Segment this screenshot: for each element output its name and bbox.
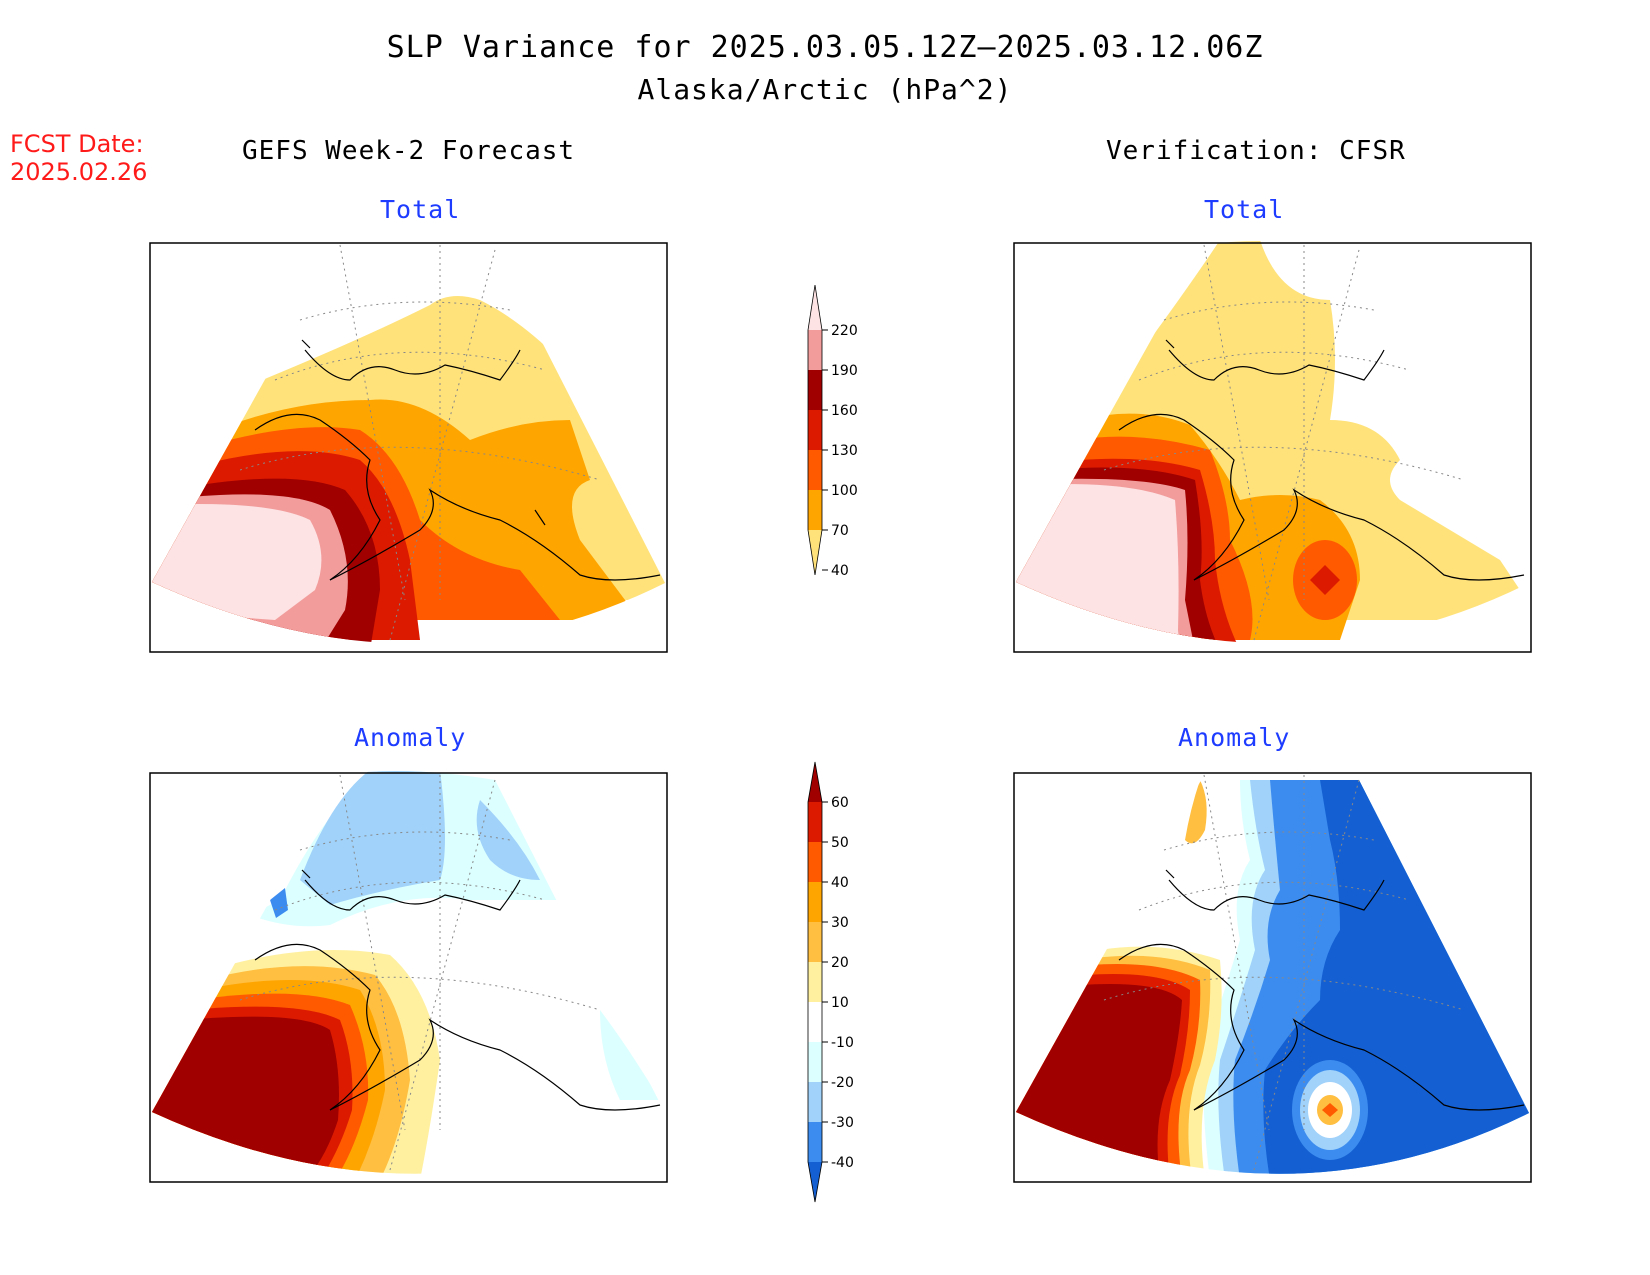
- anomaly-colorbar-tick-label: 20: [831, 955, 849, 971]
- total-colorbar-band: [808, 330, 822, 370]
- total-colorbar-band: [808, 490, 822, 530]
- anomaly-colorbar-band: [808, 1042, 822, 1082]
- anomaly-colorbar-band: [808, 882, 822, 922]
- total-colorbar-tick-label: 40: [831, 563, 849, 579]
- anomaly-colorbar-tick-label: -20: [831, 1075, 854, 1091]
- anomaly-colorbar-tick-label: -30: [831, 1115, 854, 1131]
- anomaly-colorbar-band: [808, 962, 822, 1002]
- anomaly-colorbar-tick-label: 10: [831, 995, 849, 1011]
- total-colorbar: 220 190 160 130 100 70 40: [807, 284, 858, 579]
- gefs-column-header: GEFS Week-2 Forecast: [242, 136, 576, 166]
- anomaly-colorbar-bottom-arrow: [808, 1162, 822, 1202]
- gefs-anomaly-map: [149, 771, 668, 1183]
- anomaly-colorbar-top-arrow: [808, 762, 822, 802]
- anomaly-colorbar-band: [808, 922, 822, 962]
- total-colorbar-band: [808, 370, 822, 410]
- figure-subtitle: Alaska/Arctic (hPa^2): [637, 73, 1013, 106]
- cfsr-total-map: [1013, 241, 1532, 653]
- forecast-date-label: FCST Date:: [10, 130, 144, 158]
- gefs-anomaly-title: Anomaly: [354, 723, 467, 752]
- gefs-total-title: Total: [380, 195, 461, 224]
- total-colorbar-tick-label: 130: [831, 443, 858, 459]
- total-colorbar-top-arrow: [808, 285, 822, 330]
- anomaly-colorbar-band: [808, 842, 822, 882]
- anomaly-colorbar-band: [808, 1082, 822, 1122]
- total-colorbar-band: [808, 450, 822, 490]
- anomaly-colorbar-tick-label: -10: [831, 1035, 854, 1051]
- cfsr-total-title: Total: [1204, 195, 1285, 224]
- total-colorbar-tick-label: 160: [831, 403, 858, 419]
- anomaly-colorbar-band: [808, 1122, 822, 1162]
- anomaly-colorbar-band: [808, 1002, 822, 1042]
- anomaly-colorbar-tick-label: 60: [831, 795, 849, 811]
- total-colorbar-tick-label: 220: [831, 323, 858, 339]
- anomaly-colorbar-tick-label: 50: [831, 835, 849, 851]
- forecast-date-value: 2025.02.26: [10, 158, 148, 186]
- total-colorbar-tick-label: 70: [831, 523, 849, 539]
- gefs-total-map: [149, 241, 668, 653]
- total-colorbar-band: [808, 410, 822, 450]
- total-colorbar-tick-label: 190: [831, 363, 858, 379]
- total-colorbar-bottom-arrow: [808, 530, 822, 575]
- anomaly-colorbar-tick-label: 30: [831, 915, 849, 931]
- anomaly-colorbar-band: [808, 802, 822, 842]
- figure-title: SLP Variance for 2025.03.05.12Z–2025.03.…: [386, 30, 1264, 65]
- cfsr-anomaly-title: Anomaly: [1178, 723, 1291, 752]
- cfsr-column-header: Verification: CFSR: [1106, 136, 1406, 166]
- cfsr-anomaly-map: [1013, 771, 1532, 1183]
- total-colorbar-tick-label: 100: [831, 483, 858, 499]
- anomaly-colorbar-tick-label: 40: [831, 875, 849, 891]
- anomaly-colorbar: 60 50 40 30 20 10 -10 -20 -30 -40: [807, 761, 854, 1203]
- anomaly-colorbar-tick-label: -40: [831, 1155, 854, 1171]
